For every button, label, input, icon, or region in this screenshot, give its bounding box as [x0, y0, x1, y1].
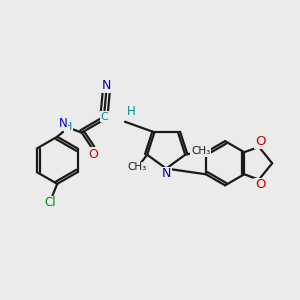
Text: O: O	[255, 135, 266, 148]
Text: H: H	[127, 105, 136, 118]
Text: O: O	[255, 178, 266, 191]
Text: N: N	[59, 117, 68, 130]
Text: Cl: Cl	[45, 196, 56, 209]
Text: N: N	[102, 79, 111, 92]
Text: N: N	[162, 167, 172, 180]
Text: C: C	[100, 112, 108, 122]
Text: CH₃: CH₃	[127, 162, 146, 172]
Text: O: O	[88, 148, 98, 161]
Text: CH₃: CH₃	[191, 146, 210, 156]
Text: H: H	[64, 122, 73, 132]
